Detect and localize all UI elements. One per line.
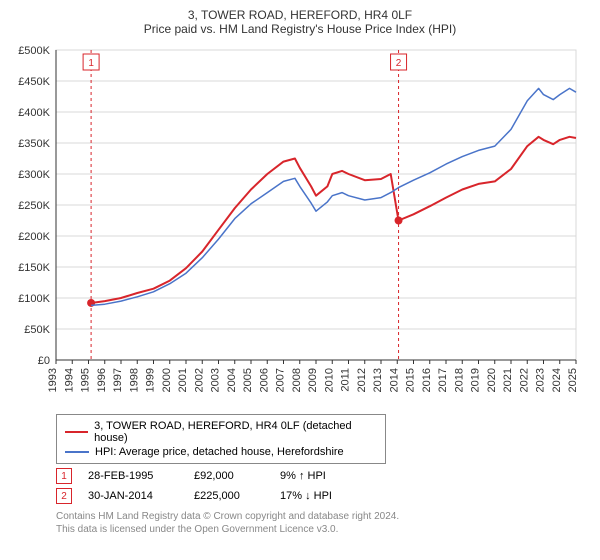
marker-price: £225,000 (194, 490, 264, 502)
svg-text:£300K: £300K (18, 169, 50, 181)
svg-text:1995: 1995 (80, 368, 92, 392)
svg-text:2023: 2023 (535, 368, 547, 392)
svg-text:2011: 2011 (340, 368, 352, 392)
marker-hpi-delta: 17% ↓ HPI (280, 490, 360, 502)
svg-text:2003: 2003 (210, 368, 222, 392)
marker-date: 30-JAN-2014 (88, 490, 178, 502)
svg-text:2025: 2025 (567, 368, 579, 392)
marker-row: 1 28-FEB-1995 £92,000 9% ↑ HPI (56, 466, 588, 486)
svg-text:£350K: £350K (18, 138, 50, 150)
svg-text:1994: 1994 (63, 368, 75, 392)
svg-text:£450K: £450K (18, 76, 50, 88)
svg-text:£0: £0 (38, 355, 50, 367)
page-subtitle: Price paid vs. HM Land Registry's House … (12, 22, 588, 36)
svg-text:2021: 2021 (502, 368, 514, 392)
svg-text:£200K: £200K (18, 231, 50, 243)
footnote-line: Contains HM Land Registry data © Crown c… (56, 510, 588, 523)
svg-text:£400K: £400K (18, 107, 50, 119)
marker-table: 1 28-FEB-1995 £92,000 9% ↑ HPI 2 30-JAN-2014 £… (56, 466, 588, 506)
svg-text:2024: 2024 (551, 368, 563, 392)
price-chart: £0 £50K £100K £150K £200K £250K £300K £350K £400… (12, 40, 588, 410)
svg-text:2019: 2019 (470, 368, 482, 392)
marker-hpi-delta: 9% ↑ HPI (280, 470, 360, 482)
marker-date: 28-FEB-1995 (88, 470, 178, 482)
svg-text:1996: 1996 (96, 368, 108, 392)
svg-text:2017: 2017 (437, 368, 449, 392)
svg-text:2018: 2018 (453, 368, 465, 392)
svg-text:2: 2 (396, 58, 402, 69)
svg-text:2006: 2006 (258, 368, 270, 392)
svg-text:2007: 2007 (275, 368, 287, 392)
svg-text:2004: 2004 (226, 368, 238, 392)
legend-swatch (65, 451, 89, 453)
svg-text:2022: 2022 (518, 368, 530, 392)
svg-text:2013: 2013 (372, 368, 384, 392)
svg-text:2014: 2014 (388, 368, 400, 392)
page-title: 3, TOWER ROAD, HEREFORD, HR4 0LF (12, 8, 588, 22)
svg-text:2001: 2001 (177, 368, 189, 392)
svg-text:£50K: £50K (24, 324, 50, 336)
legend-item: 3, TOWER ROAD, HEREFORD, HR4 0LF (detach… (65, 419, 377, 445)
footnote-line: This data is licensed under the Open Gov… (56, 523, 588, 536)
legend-label: HPI: Average price, detached house, Here… (95, 446, 344, 458)
svg-text:2000: 2000 (161, 368, 173, 392)
svg-text:2012: 2012 (356, 368, 368, 392)
svg-text:£100K: £100K (18, 293, 50, 305)
svg-text:2002: 2002 (193, 368, 205, 392)
svg-text:£150K: £150K (18, 262, 50, 274)
svg-text:2005: 2005 (242, 368, 254, 392)
footnote: Contains HM Land Registry data © Crown c… (56, 510, 588, 536)
svg-text:1997: 1997 (112, 368, 124, 392)
marker-badge: 1 (56, 468, 72, 484)
legend: 3, TOWER ROAD, HEREFORD, HR4 0LF (detach… (56, 414, 386, 464)
svg-text:1: 1 (88, 58, 94, 69)
svg-text:2020: 2020 (486, 368, 498, 392)
svg-text:2008: 2008 (291, 368, 303, 392)
svg-text:£500K: £500K (18, 45, 50, 57)
svg-text:£250K: £250K (18, 200, 50, 212)
marker-row: 2 30-JAN-2014 £225,000 17% ↓ HPI (56, 486, 588, 506)
marker-badge: 2 (56, 488, 72, 504)
marker-price: £92,000 (194, 470, 264, 482)
svg-text:2009: 2009 (307, 368, 319, 392)
svg-text:2015: 2015 (405, 368, 417, 392)
legend-label: 3, TOWER ROAD, HEREFORD, HR4 0LF (detach… (94, 420, 377, 444)
svg-text:1993: 1993 (47, 368, 59, 392)
svg-text:1999: 1999 (145, 368, 157, 392)
svg-text:1998: 1998 (128, 368, 140, 392)
legend-item: HPI: Average price, detached house, Here… (65, 445, 377, 459)
svg-text:2016: 2016 (421, 368, 433, 392)
legend-swatch (65, 431, 88, 433)
svg-text:2010: 2010 (323, 368, 335, 392)
